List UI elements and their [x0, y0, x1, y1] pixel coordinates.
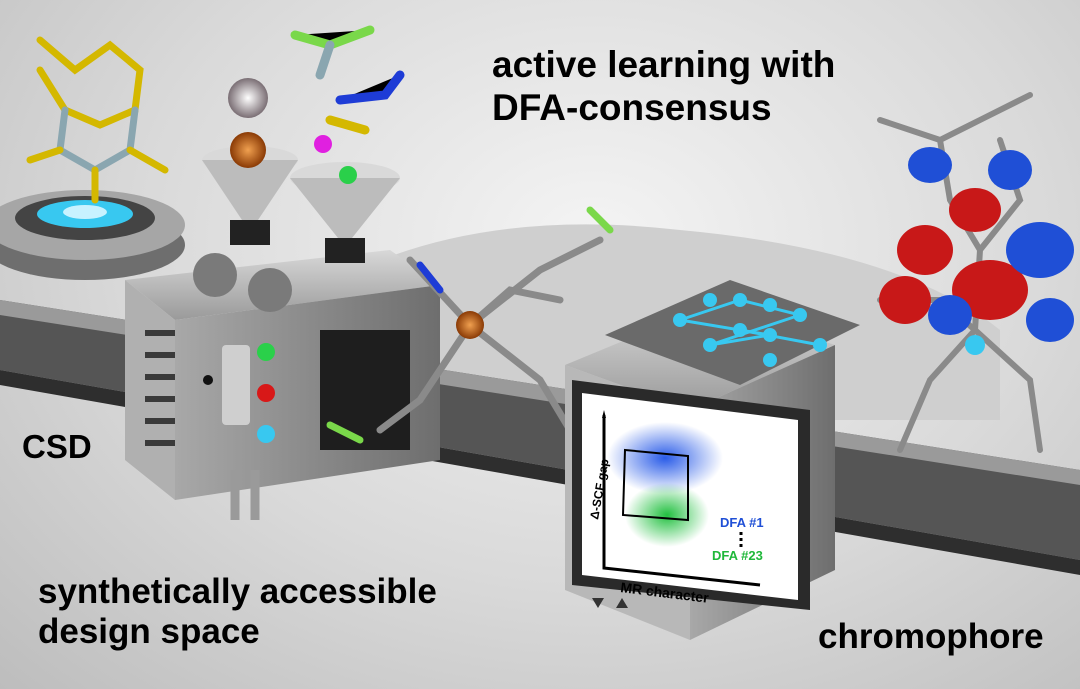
copper-atom: [230, 132, 266, 168]
arrow-buttons: [592, 598, 628, 608]
headline-line-1: active learning with: [492, 44, 836, 85]
machine-2: Δ-SCF gap MR character DFA #1 DFA #23: [565, 280, 860, 640]
csd-label: CSD: [22, 428, 92, 465]
orbital-lobes: [879, 147, 1074, 342]
chromophore-molecule: [877, 92, 1074, 453]
falling-fragments: [290, 25, 405, 135]
csd-platform: [0, 190, 185, 280]
legend-dfa-23: DFA #23: [712, 548, 763, 563]
legend-dfa-1: DFA #1: [720, 515, 764, 530]
central-complex: [326, 206, 614, 444]
magenta-atom: [314, 135, 332, 153]
molecule-top-left: [26, 36, 169, 204]
design-line-1: synthetically accessible: [38, 572, 437, 611]
green-atom: [339, 166, 357, 184]
design-line-2: design space: [38, 612, 260, 652]
headline-line-2: DFA-consensus: [492, 86, 772, 128]
design-space-label: synthetically accessible design space: [38, 572, 437, 653]
gear-icon: [193, 253, 292, 312]
chromophore-label: chromophore: [818, 617, 1044, 656]
silver-atom: [228, 78, 268, 118]
machine-1: [125, 25, 440, 520]
headline: active learning with DFA-consensus: [492, 44, 835, 129]
